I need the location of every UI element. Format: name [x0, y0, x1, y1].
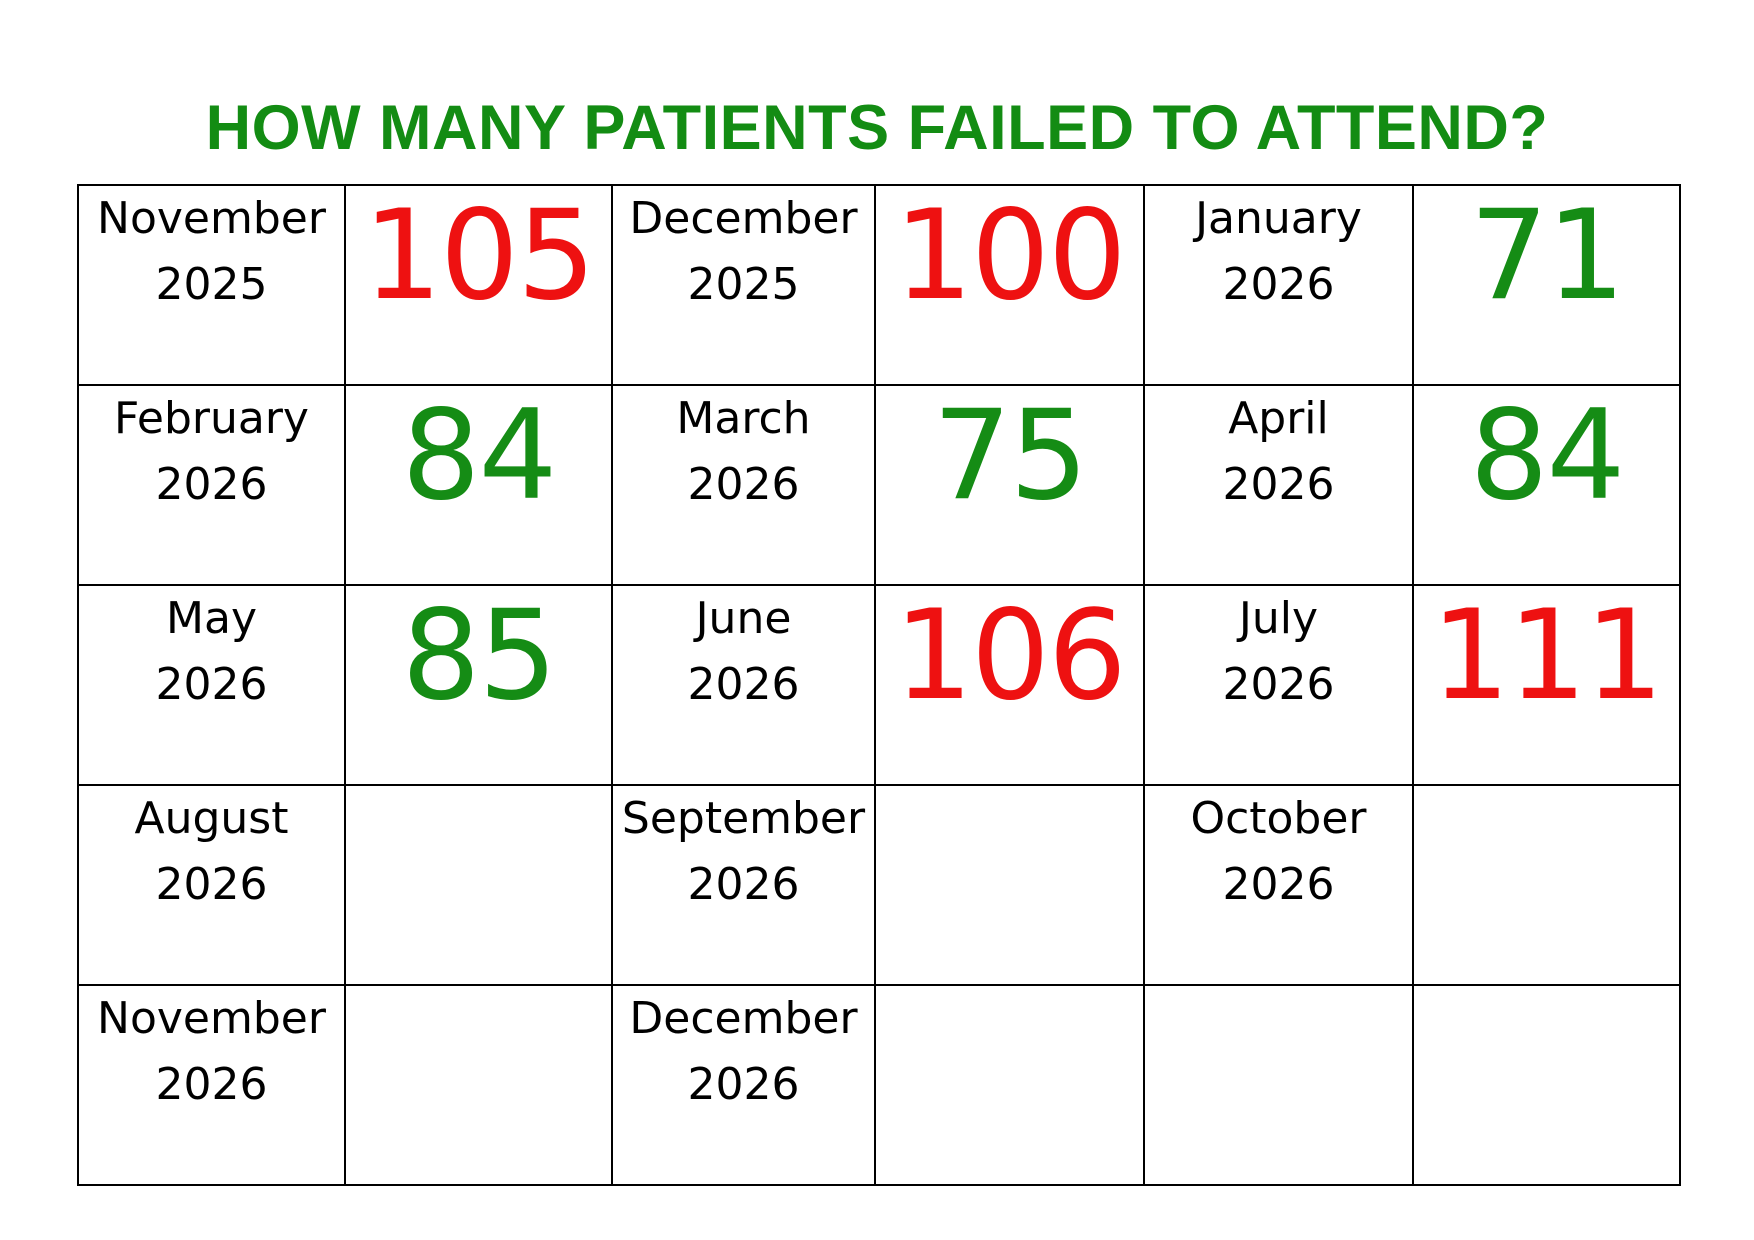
- month-year: 2026: [1222, 459, 1335, 510]
- month-cell: July 2026: [1142, 584, 1414, 786]
- value-cell: 85: [344, 584, 613, 786]
- month-name: November: [97, 193, 326, 244]
- value-cell: 106: [873, 584, 1145, 786]
- month-name: October: [1190, 793, 1367, 844]
- value-cell: 84: [344, 384, 613, 586]
- table-row: February 2026 84 March 2026 75 April 202…: [77, 384, 1682, 586]
- value-cell: 105: [344, 184, 613, 386]
- month-cell: November 2026: [77, 984, 346, 1186]
- month-name: September: [621, 793, 866, 844]
- month-cell: September 2026: [611, 784, 876, 986]
- month-name: February: [114, 393, 309, 444]
- month-cell: May 2026: [77, 584, 346, 786]
- failed-to-attend-count: 71: [1469, 184, 1626, 328]
- table-row: November 2026 December 2026: [77, 984, 1682, 1186]
- month-cell: August 2026: [77, 784, 346, 986]
- value-cell: [1411, 984, 1682, 1186]
- month-cell: October 2026: [1142, 784, 1414, 986]
- failed-to-attend-count: 84: [1469, 384, 1626, 528]
- month-cell: February 2026: [77, 384, 346, 586]
- month-cell: June 2026: [611, 584, 876, 786]
- month-cell: April 2026: [1142, 384, 1414, 586]
- failed-to-attend-count: 106: [894, 584, 1127, 728]
- month-year: 2026: [687, 859, 800, 910]
- month-year: 2026: [155, 659, 268, 710]
- value-cell: [1411, 784, 1682, 986]
- failed-to-attend-count: 84: [401, 384, 558, 528]
- month-name: March: [676, 393, 811, 444]
- month-year: 2026: [155, 1059, 268, 1110]
- month-cell: [1142, 984, 1414, 1186]
- failed-to-attend-count: 85: [401, 584, 558, 728]
- month-year: 2026: [687, 659, 800, 710]
- attendance-grid: November 2025 105 December 2025 100 Janu…: [77, 184, 1682, 1186]
- failed-to-attend-count: 111: [1431, 584, 1664, 728]
- month-name: January: [1195, 193, 1362, 244]
- failed-to-attend-count: 105: [363, 184, 596, 328]
- value-cell: [344, 784, 613, 986]
- page-title: HOW MANY PATIENTS FAILED TO ATTEND?: [205, 93, 1549, 163]
- month-name: December: [629, 193, 858, 244]
- month-name: June: [695, 593, 792, 644]
- month-year: 2026: [687, 459, 800, 510]
- month-year: 2026: [155, 859, 268, 910]
- failed-to-attend-count: 75: [932, 384, 1089, 528]
- month-year: 2026: [1222, 659, 1335, 710]
- month-cell: January 2026: [1142, 184, 1414, 386]
- month-name: August: [134, 793, 289, 844]
- month-name: December: [629, 993, 858, 1044]
- month-cell: March 2026: [611, 384, 876, 586]
- value-cell: 100: [873, 184, 1145, 386]
- month-year: 2025: [155, 259, 268, 310]
- value-cell: 75: [873, 384, 1145, 586]
- month-year: 2026: [687, 1059, 800, 1110]
- value-cell: [873, 984, 1145, 1186]
- month-year: 2025: [687, 259, 800, 310]
- value-cell: [873, 784, 1145, 986]
- month-cell: December 2025: [611, 184, 876, 386]
- value-cell: 71: [1411, 184, 1682, 386]
- table-row: May 2026 85 June 2026 106 July 2026 111: [77, 584, 1682, 786]
- month-year: 2026: [1222, 859, 1335, 910]
- value-cell: 84: [1411, 384, 1682, 586]
- month-cell: November 2025: [77, 184, 346, 386]
- month-year: 2026: [1222, 259, 1335, 310]
- value-cell: 111: [1411, 584, 1682, 786]
- month-name: April: [1228, 393, 1329, 444]
- month-name: November: [97, 993, 326, 1044]
- value-cell: [344, 984, 613, 1186]
- table-row: November 2025 105 December 2025 100 Janu…: [77, 184, 1682, 386]
- month-name: July: [1238, 593, 1319, 644]
- month-name: May: [166, 593, 257, 644]
- month-cell: December 2026: [611, 984, 876, 1186]
- failed-to-attend-count: 100: [894, 184, 1127, 328]
- table-row: August 2026 September 2026 October 2026: [77, 784, 1682, 986]
- month-year: 2026: [155, 459, 268, 510]
